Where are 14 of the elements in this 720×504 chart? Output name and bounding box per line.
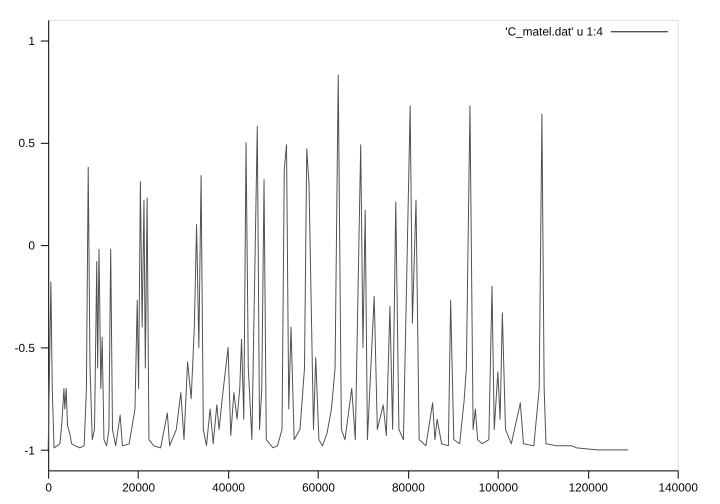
x-tick-label: 80000 — [392, 480, 426, 495]
y-tick-label: 0 — [28, 238, 36, 253]
x-tick-label: 60000 — [302, 480, 336, 495]
y-tick-label: -0.5 — [14, 340, 36, 355]
x-tick-label: 100000 — [478, 480, 518, 495]
y-tick-label: 0.5 — [18, 136, 36, 150]
y-tick-label: -1 — [24, 443, 35, 458]
x-tick-label: 120000 — [568, 480, 608, 495]
x-tick-label: 20000 — [122, 480, 156, 495]
x-tick-label: 0 — [45, 480, 52, 495]
legend-label: 'C_matel.dat' u 1:4 — [505, 24, 604, 39]
x-tick-label: 140000 — [658, 480, 698, 495]
y-tick-label: 1 — [28, 34, 35, 48]
x-tick-label: 40000 — [212, 480, 246, 495]
